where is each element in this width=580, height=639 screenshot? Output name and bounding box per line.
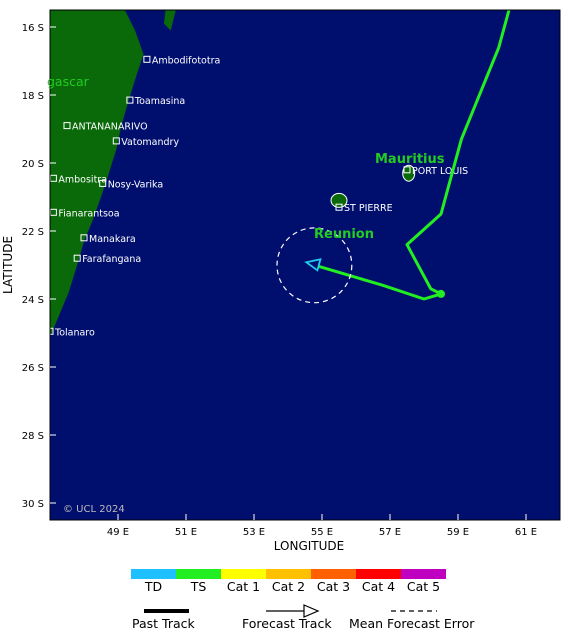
legend-swatch bbox=[401, 569, 446, 579]
storm-track-line bbox=[307, 9, 511, 301]
sainte-marie-island bbox=[163, 10, 176, 31]
place-label: Ambodifototra bbox=[152, 55, 220, 66]
y-tick-label: 22 S bbox=[22, 227, 44, 238]
place-label: Fianarantsoa bbox=[58, 208, 119, 219]
place-label: Manakara bbox=[89, 234, 136, 245]
plot-frame bbox=[49, 9, 561, 521]
y-tick-label: 18 S bbox=[22, 91, 44, 102]
y-tick-label: 16 S bbox=[22, 23, 44, 34]
island-label-reunion: Reunion bbox=[314, 227, 374, 242]
x-tick-label: 51 E bbox=[175, 527, 197, 538]
place-marker bbox=[403, 166, 411, 174]
y-tick-label: 30 S bbox=[22, 499, 44, 510]
axis-ticks: 49 E 51 E 53 E 55 E 57 E 59 E 61 E 16 S 18 S 20 S… bbox=[22, 23, 537, 538]
legend-category-label: Cat 4 bbox=[362, 579, 395, 594]
y-tick-label: 28 S bbox=[22, 431, 44, 442]
y-tick-label: 24 S bbox=[22, 295, 44, 306]
place-marker bbox=[126, 96, 134, 104]
place-label: ST PIERRE bbox=[344, 203, 393, 214]
x-tick-label: 55 E bbox=[311, 527, 333, 538]
legend-category-label: Cat 3 bbox=[317, 579, 350, 594]
legend-category-labels: TD TS Cat 1 Cat 2 Cat 3 Cat 4 Cat 5 bbox=[144, 579, 440, 594]
place-marker bbox=[143, 55, 151, 63]
legend-category-label: TS bbox=[190, 579, 207, 594]
past-track-legend-label: Past Track bbox=[132, 616, 195, 631]
x-tick-label: 61 E bbox=[515, 527, 537, 538]
legend-swatch bbox=[266, 569, 311, 579]
place-marker bbox=[112, 137, 120, 145]
storm-track bbox=[276, 9, 511, 304]
place-marker bbox=[99, 179, 107, 187]
legend-swatch bbox=[221, 569, 266, 579]
storm-current-position bbox=[437, 289, 445, 298]
legend-category-label: Cat 2 bbox=[272, 579, 305, 594]
place-label: ANTANANARIVO bbox=[72, 122, 148, 133]
x-tick-label: 59 E bbox=[447, 527, 469, 538]
place-label: Vatomandry bbox=[121, 137, 179, 148]
y-tick-label: 26 S bbox=[22, 363, 44, 374]
forecast-arrow-head bbox=[304, 258, 322, 272]
forecast-error-circle bbox=[276, 227, 353, 304]
place-label: Nosy-Varika bbox=[108, 179, 163, 190]
country-label: gascar bbox=[47, 74, 90, 89]
place-label: PORT LOUIS bbox=[412, 166, 468, 177]
island-label-mauritius: Mauritius bbox=[375, 152, 445, 167]
madagascar-land bbox=[50, 10, 176, 337]
legend-swatch bbox=[131, 569, 176, 579]
legend-swatch bbox=[356, 569, 401, 579]
legend-swatch bbox=[176, 569, 221, 579]
error-legend-label: Mean Forecast Error bbox=[349, 616, 475, 631]
copyright-text: © UCL 2024 bbox=[63, 504, 125, 515]
ocean-area bbox=[50, 10, 560, 520]
legend-category-label: TD bbox=[144, 579, 162, 594]
reunion-island bbox=[330, 192, 348, 208]
forecast-track-legend-label: Forecast Track bbox=[242, 616, 332, 631]
place-marker bbox=[73, 254, 81, 262]
forecast-track-legend-arrow bbox=[266, 604, 320, 618]
place-label: Farafangana bbox=[82, 254, 141, 265]
place-label: Maroantsetra bbox=[147, 3, 210, 14]
x-tick-label: 57 E bbox=[379, 527, 401, 538]
place-marker bbox=[80, 234, 88, 242]
y-tick-label: 20 S bbox=[22, 159, 44, 170]
place-marker bbox=[63, 122, 71, 130]
place-label: Toamasina bbox=[134, 96, 185, 107]
legend-category-label: Cat 5 bbox=[407, 579, 440, 594]
x-tick-label: 53 E bbox=[243, 527, 265, 538]
y-axis-title: LATITUDE bbox=[1, 236, 15, 294]
place-marker bbox=[335, 203, 343, 211]
place-label: Tolanaro bbox=[54, 327, 95, 338]
place-label: Ambositra bbox=[58, 174, 107, 185]
legend-category-label: Cat 1 bbox=[227, 579, 260, 594]
place-marker bbox=[138, 3, 146, 11]
x-tick-label: 49 E bbox=[107, 527, 129, 538]
x-axis-title: LONGITUDE bbox=[274, 539, 344, 553]
place-markers: Maroantsetra Ambodifototra Toamasina ANTANA… bbox=[46, 3, 468, 338]
legend-swatch bbox=[311, 569, 356, 579]
madagascar-coast bbox=[50, 10, 144, 337]
legend-category-bar bbox=[131, 569, 446, 579]
